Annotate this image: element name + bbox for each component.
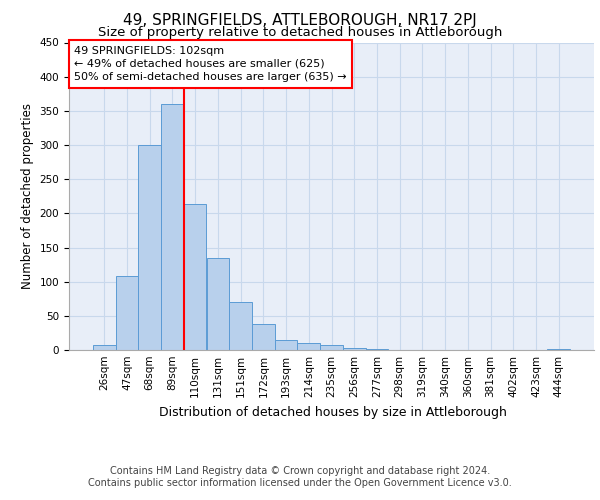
Text: 49, SPRINGFIELDS, ATTLEBOROUGH, NR17 2PJ: 49, SPRINGFIELDS, ATTLEBOROUGH, NR17 2PJ [123,12,477,28]
Text: Size of property relative to detached houses in Attleborough: Size of property relative to detached ho… [98,26,502,39]
Text: Contains HM Land Registry data © Crown copyright and database right 2024.
Contai: Contains HM Land Registry data © Crown c… [88,466,512,487]
Text: Distribution of detached houses by size in Attleborough: Distribution of detached houses by size … [159,406,507,419]
Bar [320,345,343,350]
Bar [343,348,365,350]
Bar [252,324,275,350]
Bar [116,276,139,350]
Bar [229,302,252,350]
Bar [275,340,298,350]
Bar [93,344,116,350]
Y-axis label: Number of detached properties: Number of detached properties [21,104,34,289]
Bar [184,204,206,350]
Bar [161,104,184,350]
Bar [298,343,320,350]
Bar [206,258,229,350]
Text: 49 SPRINGFIELDS: 102sqm
← 49% of detached houses are smaller (625)
50% of semi-d: 49 SPRINGFIELDS: 102sqm ← 49% of detache… [74,46,347,82]
Bar [139,145,161,350]
Bar [547,348,570,350]
